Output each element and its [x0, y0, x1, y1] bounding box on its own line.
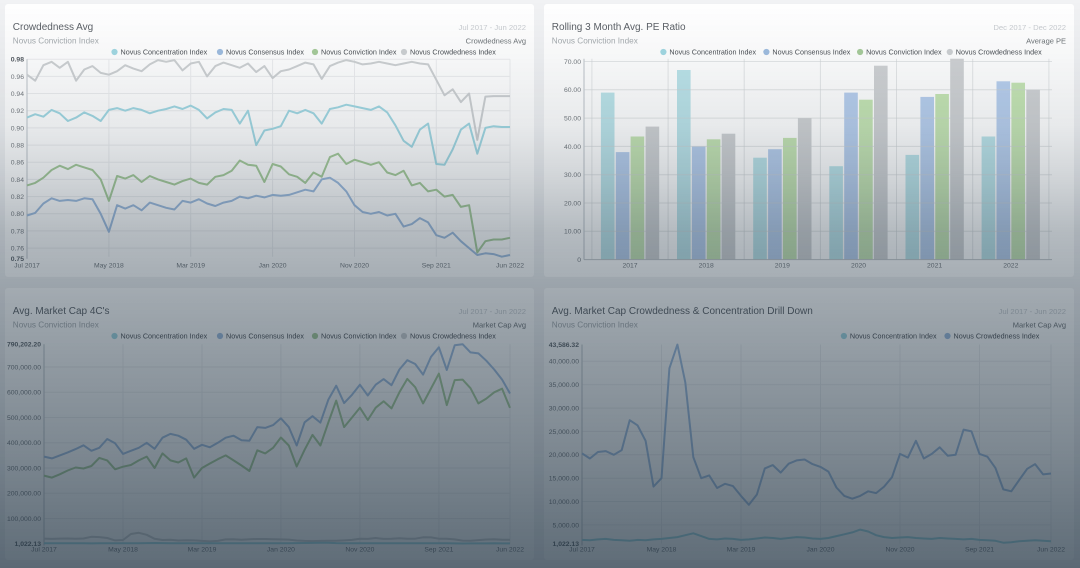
svg-text:0.86: 0.86	[11, 160, 24, 167]
svg-text:Novus Crowdedness Index: Novus Crowdedness Index	[410, 48, 496, 57]
svg-text:200,000.00: 200,000.00	[7, 491, 41, 498]
svg-text:20.00: 20.00	[564, 200, 581, 207]
svg-text:Novus Conviction Index: Novus Conviction Index	[552, 37, 638, 46]
svg-text:2017: 2017	[622, 263, 637, 270]
svg-text:May 2018: May 2018	[647, 547, 677, 554]
svg-text:2020: 2020	[851, 263, 866, 270]
svg-text:Mar 2019: Mar 2019	[188, 547, 217, 554]
svg-text:Nov 2020: Nov 2020	[345, 547, 374, 554]
svg-text:Novus Conviction Index: Novus Conviction Index	[321, 48, 397, 57]
svg-text:40,000.00: 40,000.00	[549, 359, 579, 366]
svg-text:Jul 2017: Jul 2017	[14, 263, 40, 270]
svg-text:30,000.00: 30,000.00	[549, 406, 579, 413]
svg-text:Jul 2017 - Jun 2022: Jul 2017 - Jun 2022	[998, 307, 1066, 316]
svg-text:Novus Conviction Index: Novus Conviction Index	[321, 332, 397, 341]
svg-text:400,000.00: 400,000.00	[7, 440, 41, 447]
svg-text:0.80: 0.80	[11, 211, 24, 218]
svg-text:Jan 2020: Jan 2020	[259, 263, 287, 270]
svg-text:Nov 2020: Nov 2020	[885, 547, 914, 554]
svg-text:Sep 2021: Sep 2021	[422, 263, 451, 270]
svg-text:Crowdedness Avg: Crowdedness Avg	[466, 37, 526, 46]
svg-text:43,586.32: 43,586.32	[549, 342, 579, 349]
svg-text:May 2018: May 2018	[108, 547, 138, 554]
svg-text:600,000.00: 600,000.00	[7, 390, 41, 397]
svg-text:Novus Crowdedness Index: Novus Crowdedness Index	[954, 332, 1040, 341]
svg-text:Avg. Market Cap 4C's: Avg. Market Cap 4C's	[13, 306, 110, 317]
svg-text:0.94: 0.94	[11, 91, 24, 98]
svg-text:Novus Concentration Index: Novus Concentration Index	[850, 332, 937, 341]
svg-text:100,000.00: 100,000.00	[7, 516, 41, 523]
svg-text:Novus Crowdedness Index: Novus Crowdedness Index	[410, 332, 496, 341]
svg-text:0: 0	[577, 257, 581, 264]
svg-text:10.00: 10.00	[564, 229, 581, 236]
svg-text:Jul 2017: Jul 2017	[569, 547, 595, 554]
svg-text:May 2018: May 2018	[94, 263, 124, 270]
svg-text:Rolling 3 Month Avg. PE Ratio: Rolling 3 Month Avg. PE Ratio	[552, 22, 686, 33]
svg-text:Nov 2020: Nov 2020	[340, 263, 369, 270]
svg-text:0.92: 0.92	[11, 108, 24, 115]
svg-text:Jun 2022: Jun 2022	[1037, 547, 1065, 554]
svg-text:60.00: 60.00	[564, 87, 581, 94]
svg-text:790,202.20: 790,202.20	[7, 342, 41, 349]
svg-text:2019: 2019	[775, 263, 790, 270]
svg-text:Novus Concentration Index: Novus Concentration Index	[669, 48, 756, 57]
svg-text:2022: 2022	[1003, 263, 1018, 270]
svg-text:Novus Concentration Index: Novus Concentration Index	[121, 48, 208, 57]
svg-text:Novus Conviction Index: Novus Conviction Index	[13, 37, 99, 46]
svg-text:0.78: 0.78	[11, 228, 24, 235]
svg-text:Novus Conviction Index: Novus Conviction Index	[866, 48, 942, 57]
svg-text:Jun 2022: Jun 2022	[496, 263, 524, 270]
svg-text:Jul 2017 - Jun 2022: Jul 2017 - Jun 2022	[458, 23, 526, 32]
svg-text:0.84: 0.84	[11, 177, 24, 184]
svg-text:Jun 2022: Jun 2022	[496, 547, 524, 554]
svg-text:Novus Consensus Index: Novus Consensus Index	[226, 48, 304, 57]
svg-text:2021: 2021	[927, 263, 942, 270]
svg-text:Crowdedness Avg: Crowdedness Avg	[13, 22, 93, 33]
svg-text:5,000.00: 5,000.00	[553, 522, 580, 529]
svg-text:40.00: 40.00	[564, 144, 581, 151]
svg-text:Novus Conviction Index: Novus Conviction Index	[13, 321, 99, 330]
svg-text:500,000.00: 500,000.00	[7, 415, 41, 422]
svg-text:0.90: 0.90	[11, 125, 24, 132]
svg-text:Mar 2019: Mar 2019	[176, 263, 205, 270]
svg-text:Market Cap Avg: Market Cap Avg	[473, 321, 526, 330]
svg-text:0.88: 0.88	[11, 143, 24, 150]
svg-text:2018: 2018	[699, 263, 714, 270]
svg-text:70.00: 70.00	[564, 59, 581, 66]
svg-text:30.00: 30.00	[564, 172, 581, 179]
svg-text:Jan 2020: Jan 2020	[267, 547, 295, 554]
svg-text:Sep 2021: Sep 2021	[424, 547, 453, 554]
svg-text:Novus Conviction Index: Novus Conviction Index	[552, 321, 638, 330]
svg-text:10,000.00: 10,000.00	[549, 499, 579, 506]
svg-text:Jan 2020: Jan 2020	[807, 547, 835, 554]
svg-text:0.76: 0.76	[11, 246, 24, 253]
svg-text:Avg. Market Cap Crowdedness &: Avg. Market Cap Crowdedness & Concentrat…	[552, 306, 813, 317]
svg-text:Mar 2019: Mar 2019	[727, 547, 756, 554]
svg-text:Novus Consensus Index: Novus Consensus Index	[226, 332, 304, 341]
svg-text:Sep 2021: Sep 2021	[965, 547, 994, 554]
svg-text:15,000.00: 15,000.00	[549, 476, 579, 483]
svg-text:0.98: 0.98	[11, 57, 24, 64]
svg-text:0.82: 0.82	[11, 194, 24, 201]
svg-text:700,000.00: 700,000.00	[7, 364, 41, 371]
svg-text:0.96: 0.96	[11, 74, 24, 81]
svg-text:Novus Concentration Index: Novus Concentration Index	[121, 332, 208, 341]
svg-text:Average PE: Average PE	[1026, 37, 1066, 46]
svg-text:Novus Crowdedness Index: Novus Crowdedness Index	[956, 48, 1042, 57]
svg-text:Jul 2017: Jul 2017	[31, 547, 57, 554]
svg-text:25,000.00: 25,000.00	[549, 429, 579, 436]
svg-text:Novus Consensus Index: Novus Consensus Index	[772, 48, 850, 57]
svg-text:50.00: 50.00	[564, 116, 581, 123]
svg-text:Jul 2017 - Jun 2022: Jul 2017 - Jun 2022	[458, 307, 526, 316]
svg-text:20,000.00: 20,000.00	[549, 452, 579, 459]
svg-text:35,000.00: 35,000.00	[549, 382, 579, 389]
svg-text:Market Cap Avg: Market Cap Avg	[1013, 321, 1066, 330]
svg-text:300,000.00: 300,000.00	[7, 465, 41, 472]
svg-text:Dec 2017 - Dec 2022: Dec 2017 - Dec 2022	[993, 23, 1066, 32]
